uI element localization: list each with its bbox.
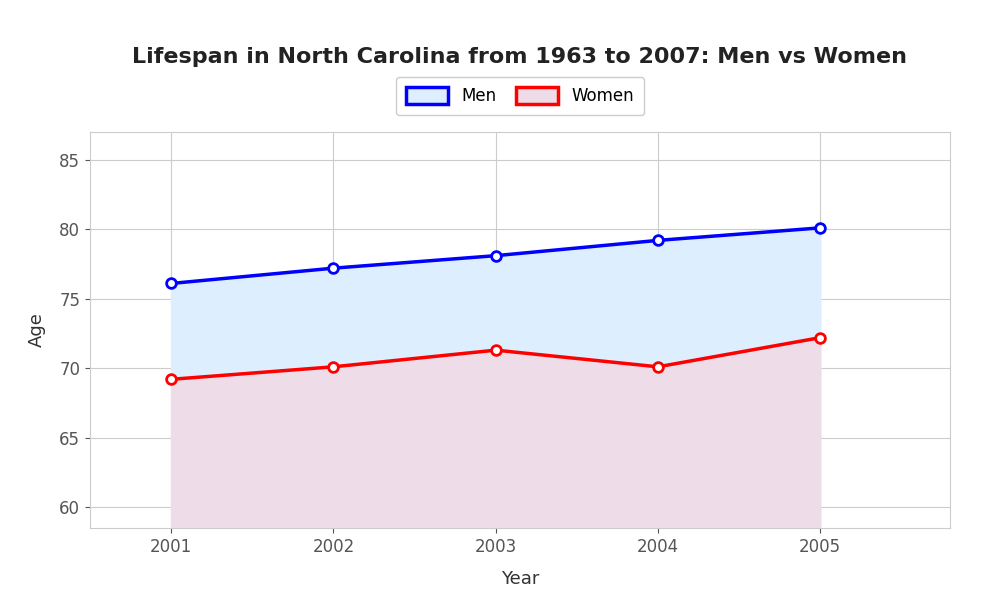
- Title: Lifespan in North Carolina from 1963 to 2007: Men vs Women: Lifespan in North Carolina from 1963 to …: [132, 47, 908, 67]
- Y-axis label: Age: Age: [27, 313, 45, 347]
- X-axis label: Year: Year: [501, 569, 539, 587]
- Legend: Men, Women: Men, Women: [396, 77, 644, 115]
